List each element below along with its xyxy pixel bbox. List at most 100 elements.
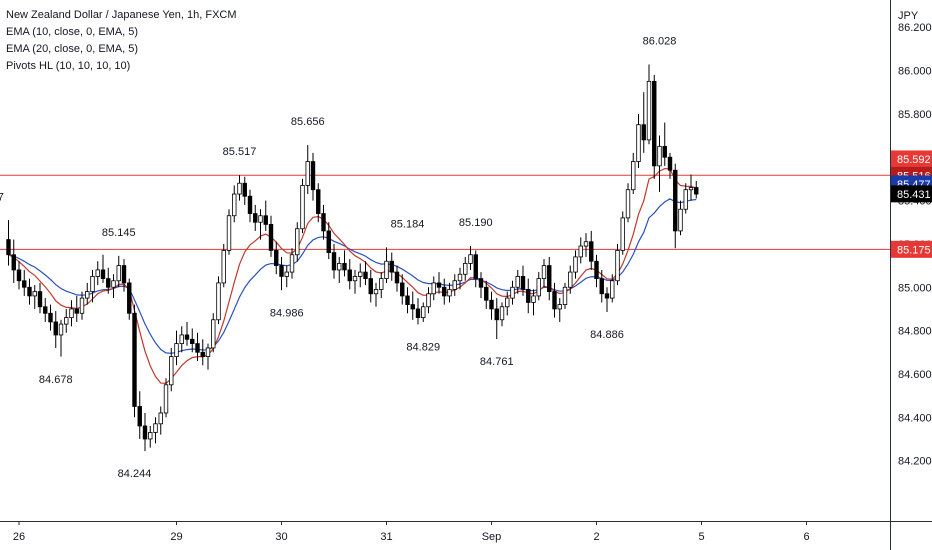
- ema10-layer: [8, 167, 697, 385]
- candle-body: [106, 278, 111, 288]
- candle-body: [463, 263, 468, 275]
- candle-body: [415, 308, 421, 319]
- candle-body: [326, 230, 331, 253]
- candle-body: [594, 260, 599, 279]
- candle-body: [688, 187, 694, 191]
- pivot-label: 85.656: [291, 116, 325, 128]
- candle-body: [478, 278, 484, 288]
- price-tick-label: 84.200: [898, 456, 932, 468]
- chart-legend: New Zealand Dollar / Japanese Yen, 1h, F…: [6, 7, 237, 75]
- candle-body: [379, 278, 384, 290]
- candle-body: [211, 319, 216, 349]
- candle-body: [683, 189, 688, 210]
- candle-body: [310, 161, 316, 191]
- candle-body: [74, 308, 79, 314]
- pivot-labels: 5.307 85.145 84.678 84.244 85.517 85.656 84.98…: [0, 35, 676, 480]
- candle-body: [226, 215, 232, 251]
- candle-body: [631, 161, 636, 191]
- candle-body: [121, 265, 127, 284]
- legend-title: New Zealand Dollar / Japanese Yen, 1h, F…: [6, 9, 237, 21]
- pivot-label: 85.145: [102, 227, 136, 239]
- price-badge: [891, 150, 932, 168]
- price-tick-label: 84.600: [898, 369, 932, 381]
- candle-body: [331, 252, 337, 271]
- candle-body: [557, 304, 562, 310]
- pivot-label: 85.184: [391, 218, 425, 230]
- candle-body: [237, 182, 242, 195]
- candle-body: [578, 245, 583, 258]
- candle-body: [573, 256, 578, 273]
- candle-body: [436, 282, 442, 288]
- candle-body: [394, 271, 400, 284]
- candle-body: [610, 280, 615, 299]
- candle-body: [179, 334, 184, 345]
- candle-body: [111, 280, 116, 288]
- candle-body: [274, 250, 279, 266]
- candle-body: [363, 271, 368, 279]
- time-tick-label: Sep: [482, 531, 502, 543]
- candle-body: [85, 291, 90, 299]
- candle-body: [284, 271, 289, 277]
- candle-body: [452, 280, 457, 290]
- ema10-line: [8, 167, 697, 385]
- candle-body: [636, 124, 641, 162]
- price-tick-label: 85.000: [898, 282, 932, 294]
- candle-body: [184, 334, 190, 340]
- candle-body: [426, 293, 431, 308]
- horizontal-lines: [0, 174, 890, 250]
- candle-body: [263, 215, 268, 225]
- candle-body: [153, 423, 158, 433]
- pivot-label: 84.829: [406, 341, 440, 353]
- candle-body: [652, 80, 657, 167]
- candle-body: [169, 356, 174, 386]
- candle-body: [316, 189, 321, 214]
- candle-body: [489, 299, 494, 310]
- candle-body: [142, 425, 148, 440]
- pivot-label: 5.307: [0, 192, 4, 204]
- candle-body: [583, 241, 589, 247]
- candle-body: [6, 239, 11, 256]
- price-axis-background: [890, 0, 932, 550]
- candle-body: [547, 265, 552, 292]
- candle-body: [258, 215, 263, 223]
- candle-body: [268, 224, 274, 251]
- candle-body: [447, 289, 452, 297]
- candle-body: [599, 278, 604, 295]
- pivot-label: 86.028: [643, 35, 677, 47]
- candle-body: [253, 213, 258, 223]
- candle-body: [494, 308, 499, 321]
- candle-body: [625, 189, 631, 219]
- candle-body: [615, 250, 620, 282]
- candle-body: [505, 297, 510, 308]
- candle-body: [300, 184, 305, 230]
- candle-body: [279, 265, 284, 277]
- candle-body: [22, 280, 27, 288]
- candle-body: [410, 304, 415, 310]
- time-tick-label: 6: [803, 531, 809, 543]
- candle-body: [32, 291, 37, 297]
- candle-body: [620, 217, 625, 251]
- legend-ema20: EMA (20, close, 0, EMA, 5): [6, 43, 139, 55]
- candle-body: [604, 293, 610, 299]
- candle-body: [216, 282, 221, 321]
- candle-body: [373, 289, 379, 295]
- legend-pivots: Pivots HL (10, 10, 10, 10): [6, 60, 131, 72]
- pivot-label: 84.244: [118, 468, 152, 480]
- candle-body: [520, 276, 526, 290]
- candle-body: [16, 269, 22, 282]
- candle-body: [484, 286, 489, 301]
- price-tick-label: 86.200: [898, 22, 932, 34]
- candle-body: [90, 276, 95, 292]
- price-badge-label: 85.431: [897, 189, 931, 201]
- candle-body: [242, 182, 247, 197]
- pivot-label: 84.678: [39, 374, 73, 386]
- candle-body: [405, 295, 410, 305]
- legend-ema10: EMA (10, close, 0, EMA, 5): [6, 26, 139, 38]
- candle-body: [137, 406, 142, 427]
- time-axis-background: [0, 521, 932, 550]
- candle-body: [662, 145, 667, 158]
- candle-body: [289, 254, 295, 273]
- candle-body: [568, 271, 573, 288]
